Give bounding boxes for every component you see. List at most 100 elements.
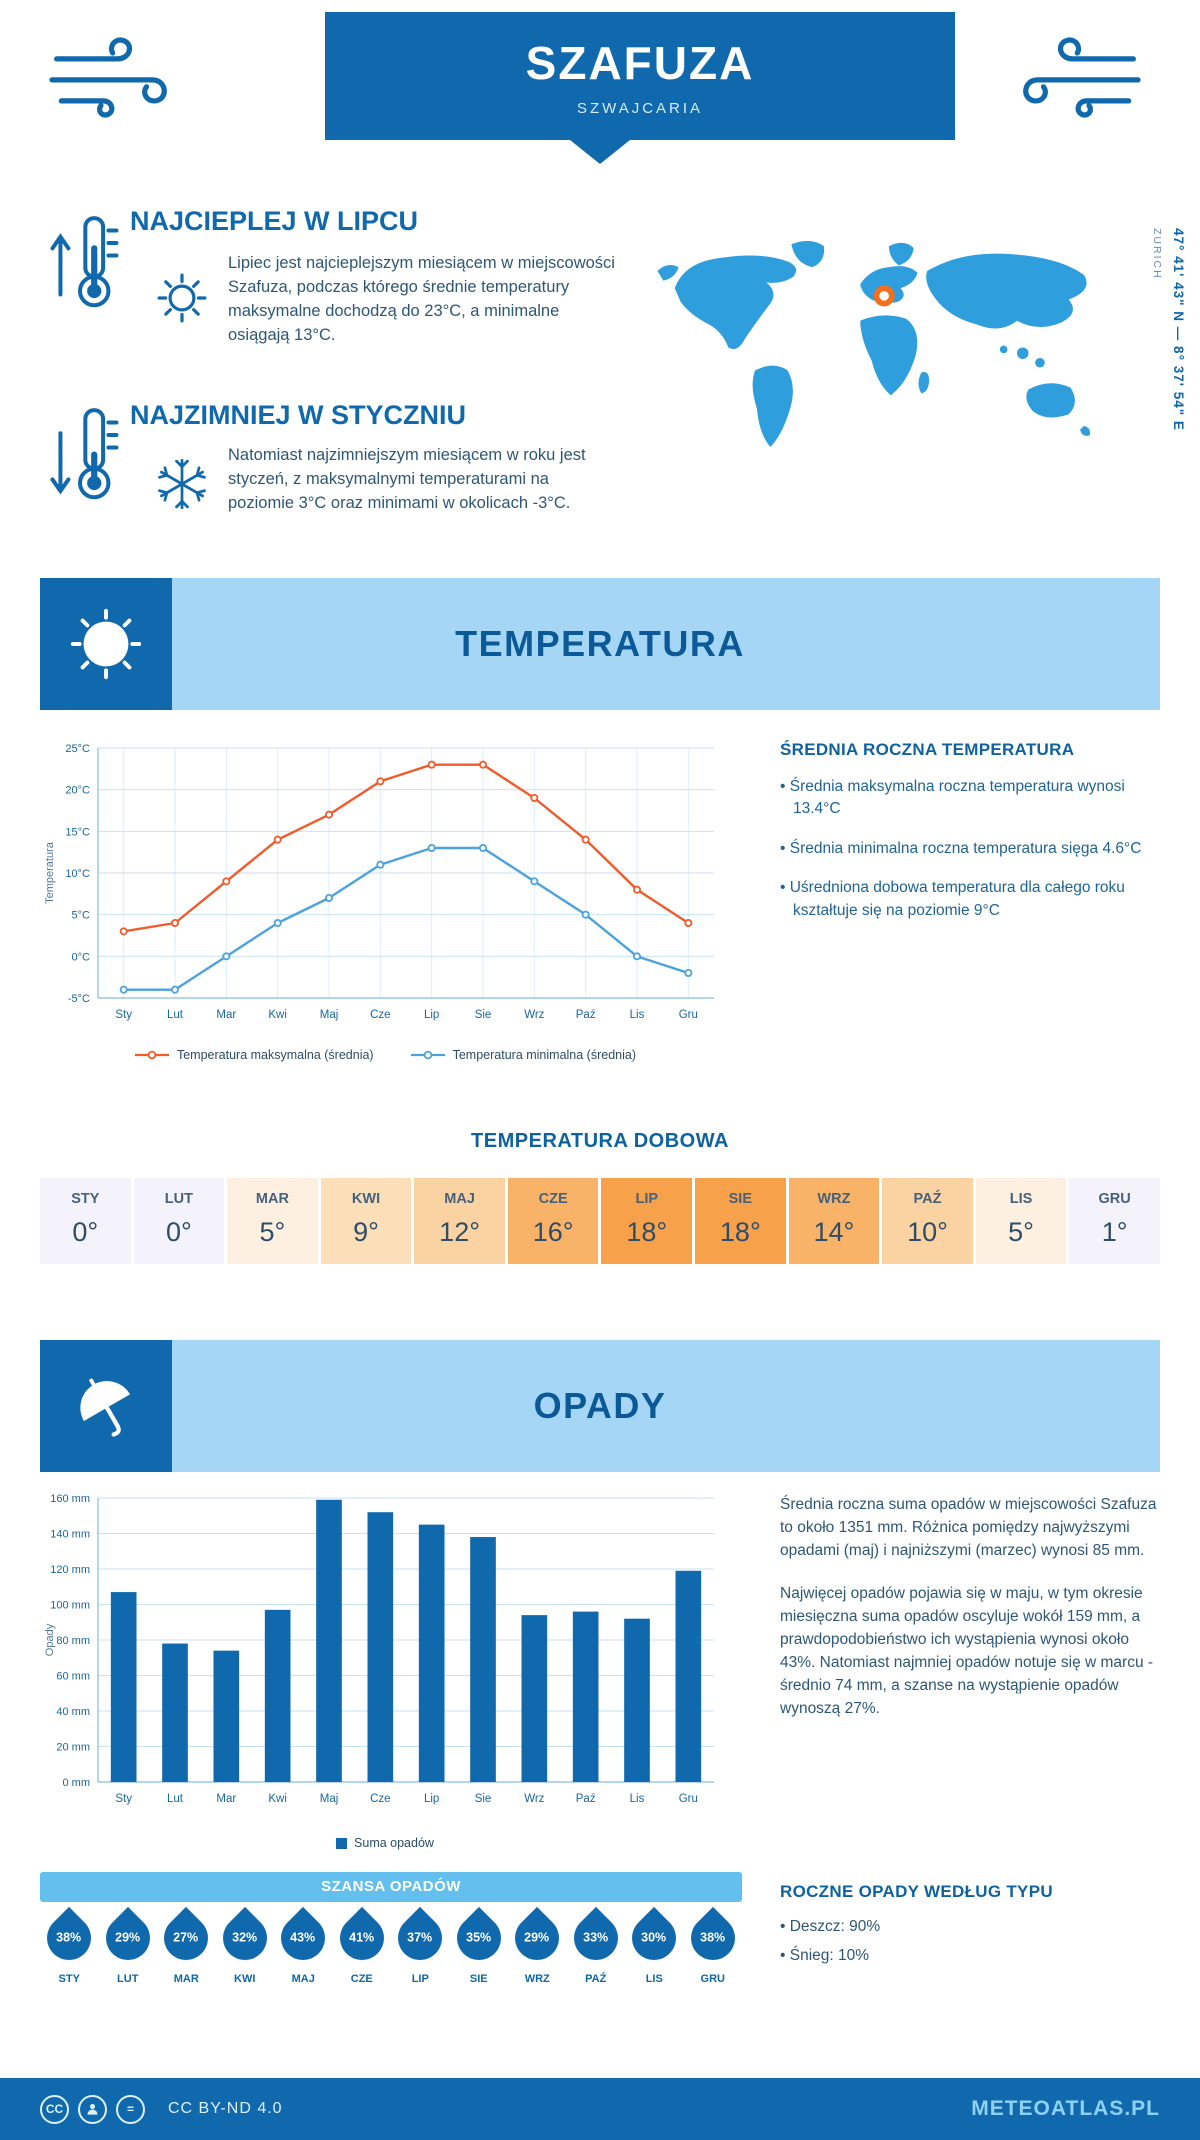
chance-value: 38%	[700, 1931, 726, 1945]
svg-text:Lut: Lut	[167, 1009, 184, 1021]
chance-item: 29% LUT	[96, 1906, 159, 1985]
svg-text:Opady: Opady	[44, 1623, 56, 1656]
thermometer-warm-icon	[50, 216, 119, 308]
svg-text:0°C: 0°C	[72, 951, 91, 963]
chance-item: 38% GRU	[681, 1906, 744, 1985]
daily-temp-month: LUT	[164, 1191, 193, 1207]
svg-text:25°C: 25°C	[65, 743, 90, 755]
summary-bullet: Średnia minimalna roczna temperatura się…	[780, 838, 1162, 860]
chance-item: 38% STY	[38, 1906, 101, 1985]
legend-item: Suma opadów	[336, 1836, 434, 1850]
warm-section-title: NAJCIEPLEJ W LIPCU	[130, 206, 419, 236]
daily-temp-value: 16°	[532, 1217, 574, 1247]
svg-text:Lip: Lip	[424, 1009, 439, 1021]
svg-text:Lis: Lis	[630, 1009, 645, 1021]
raindrop-icon: 38%	[681, 1906, 744, 1970]
chance-month: SIE	[469, 1973, 488, 1985]
svg-text:160 mm: 160 mm	[50, 1493, 90, 1505]
daily-temp-month: STY	[71, 1191, 100, 1207]
daily-temp-value: 5°	[1008, 1217, 1034, 1247]
svg-text:Gru: Gru	[679, 1793, 698, 1805]
chance-value: 33%	[583, 1931, 609, 1945]
chance-value: 32%	[232, 1931, 258, 1945]
umbrella-icon	[80, 1378, 130, 1437]
chance-value: 38%	[56, 1931, 82, 1945]
svg-text:15°C: 15°C	[65, 826, 90, 838]
daily-temperature-table: STY 0° LUT 0° MAR 5° KWI 9° MAJ 12° CZE 16° LIP 18° SI…	[40, 1178, 1160, 1264]
temperature-summary-bullets: Średnia maksymalna roczna temperatura wy…	[780, 776, 1162, 922]
precipitation-bar-chart-svg: 0 mm 20 mm 40 mm 60 mm 80 mm 100 mm 120 mm 140 …	[44, 1493, 714, 1805]
chance-item: 33% PAŹ	[564, 1906, 627, 1985]
svg-text:60 mm: 60 mm	[56, 1671, 90, 1683]
svg-text:20 mm: 20 mm	[56, 1742, 90, 1754]
brand-link[interactable]: METEOATLAS.PL	[971, 2097, 1160, 2120]
precipitation-paragraph: Najwięcej opadów pojawia się w maju, w t…	[780, 1584, 1154, 1717]
raindrop-icon: 29%	[96, 1906, 159, 1970]
header-banner: SZAFUZA SZWAJCARIA	[325, 12, 955, 140]
svg-text:Mar: Mar	[216, 1009, 236, 1021]
daily-temp-month: MAR	[255, 1191, 289, 1207]
chance-month: STY	[58, 1973, 80, 1985]
precipitation-chart: 0 mm 20 mm 40 mm 60 mm 80 mm 100 mm 120 mm 140 …	[40, 1486, 730, 1822]
cold-section-title: NAJZIMNIEJ W STYCZNIU	[130, 400, 467, 430]
temperature-line-chart-svg: -5°C 0°C 5°C 10°C 15°C 20°C 25°C Sty Lut Mar Kwi Ma…	[44, 743, 714, 1021]
temperature-band-icon-box	[40, 578, 172, 710]
raindrop-icon: 32%	[213, 1906, 276, 1970]
svg-text:Lut: Lut	[167, 1793, 184, 1805]
cc-license-badge[interactable]: CC = CC BY-ND 4.0	[40, 2094, 283, 2124]
type-bullet: Deszcz: 90%	[780, 1918, 1162, 1936]
coordinates-text: 47° 41' 43" N — 8° 37' 54" E	[1171, 228, 1186, 431]
precipitation-type-title: ROCZNE OPADY WEDŁUG TYPU	[780, 1882, 1053, 1901]
chance-month: LUT	[117, 1973, 139, 1985]
daily-temp-month: LIP	[635, 1191, 659, 1207]
svg-text:20°C: 20°C	[65, 785, 90, 797]
precipitation-chart-legend: Suma opadów	[40, 1836, 730, 1850]
chance-month: KWI	[234, 1973, 256, 1985]
precipitation-paragraph: Średnia roczna suma opadów w miejscowośc…	[780, 1496, 1157, 1559]
page-subtitle: SZWAJCARIA	[576, 99, 704, 117]
svg-text:Kwi: Kwi	[268, 1009, 287, 1021]
chance-item: 41% CZE	[330, 1906, 393, 1985]
coordinates-city: ZURICH	[1151, 228, 1163, 280]
daily-temp-cell: LIS 5°	[975, 1178, 1067, 1264]
precipitation-band-title: OPADY	[533, 1385, 667, 1426]
daily-temp-cell: MAJ 12°	[414, 1178, 505, 1264]
legend-swatch	[336, 1837, 348, 1849]
svg-text:Cze: Cze	[370, 1009, 390, 1021]
sun-icon	[157, 273, 207, 323]
daily-temperature-title: TEMPERATURA DOBOWA	[471, 1130, 729, 1152]
chance-value: 29%	[115, 1931, 141, 1945]
daily-temp-value: 12°	[439, 1217, 481, 1247]
daily-temp-value: 0°	[165, 1217, 192, 1247]
chance-item: 29% WRZ	[506, 1906, 569, 1985]
daily-temp-cell: LUT 0°	[133, 1178, 225, 1264]
chance-month: LIP	[411, 1973, 429, 1985]
daily-temp-month: WRZ	[817, 1191, 851, 1207]
chance-value: 43%	[290, 1931, 316, 1945]
svg-text:0 mm: 0 mm	[63, 1777, 91, 1789]
cc-nd-icon: =	[116, 2094, 145, 2124]
cc-by-person-icon	[78, 2094, 107, 2124]
svg-text:Wrz: Wrz	[524, 1009, 544, 1021]
temperature-chart: -5°C 0°C 5°C 10°C 15°C 20°C 25°C Sty Lut Mar Kwi Ma…	[40, 736, 730, 1036]
sun-icon	[70, 608, 142, 680]
svg-text:10°C: 10°C	[65, 868, 90, 880]
world-map	[657, 240, 1091, 447]
banner-ribbon-tail	[570, 140, 630, 164]
cc-icon: CC	[40, 2094, 69, 2124]
svg-text:120 mm: 120 mm	[50, 1564, 90, 1576]
temperature-band-title: TEMPERATURA	[455, 623, 745, 664]
precipitation-band: OPADY	[40, 1340, 1160, 1472]
warm-section-text: Lipiec jest najcieplejszym miesiącem w m…	[228, 254, 615, 344]
svg-text:Mar: Mar	[216, 1793, 236, 1805]
daily-temp-value: 10°	[907, 1217, 948, 1247]
chance-item: 30% LIS	[623, 1906, 686, 1985]
svg-text:Sty: Sty	[115, 1009, 132, 1021]
precipitation-chance-row: 38% STY 29% LUT 27% MAR 32% KWI 43% MAJ 41% CZE 37% L…	[38, 1906, 744, 1985]
temperature-summary: ŚREDNIA ROCZNA TEMPERATURA Średnia maksy…	[780, 740, 1162, 939]
legend-item: Temperatura minimalna (średnia)	[410, 1048, 636, 1062]
daily-temp-value: 14°	[813, 1217, 855, 1247]
raindrop-icon: 38%	[38, 1906, 101, 1970]
chance-item: 35% SIE	[447, 1906, 510, 1985]
